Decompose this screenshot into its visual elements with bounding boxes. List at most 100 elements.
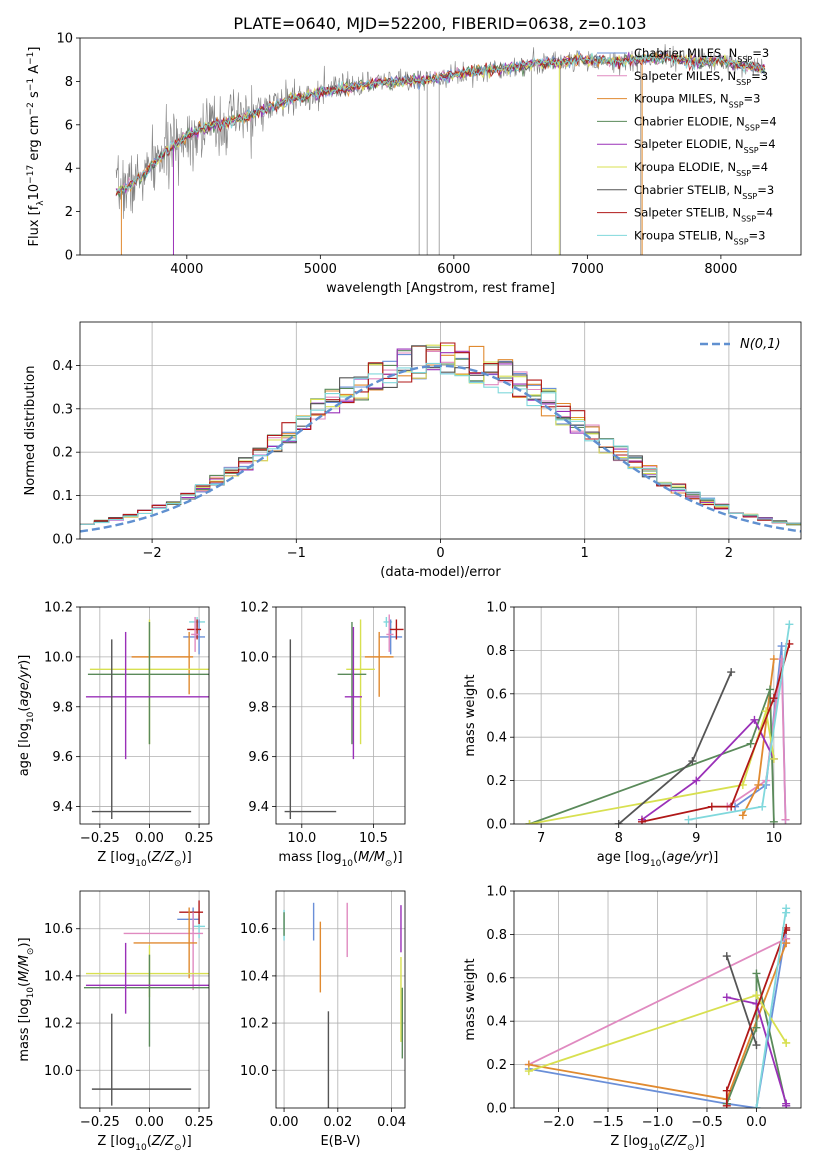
y-axis-label-part: −1 [26, 52, 36, 65]
plus-marker [752, 1041, 761, 1050]
histogram-step-line [80, 342, 801, 525]
x-axis-label: Z [log10(Z/Z⊙)] [610, 1134, 704, 1153]
x-axis-label-part: wavelength [Angstrom, rest frame] [326, 281, 555, 296]
x-tick-label: 8000 [704, 262, 737, 277]
x-tick-label: 0.02 [323, 1115, 352, 1130]
x-tick-label: 8 [615, 831, 623, 846]
x-axis-label-part: ⊙ [174, 859, 182, 869]
y-tick-label: 0.6 [486, 687, 507, 702]
y-tick-label: 10.2 [240, 1017, 269, 1032]
x-tick-label: 0.04 [377, 1115, 406, 1130]
y-axis-label: mass weight [463, 958, 478, 1040]
y-tick-label: 10.4 [240, 969, 269, 984]
plus-marker [752, 1023, 761, 1032]
legend-label: Kroupa ELODIE, NSSP=4 [634, 160, 768, 178]
y-tick-label: 10 [56, 32, 73, 47]
plus-marker [781, 815, 790, 824]
x-tick-label: 0.00 [135, 831, 164, 846]
legend-label: Chabrier MILES, NSSP=3 [634, 46, 769, 64]
y-axis-label: age [log10(age/yr)] [17, 655, 36, 777]
mass-weight-vs-age-plot-area [525, 620, 794, 824]
plus-marker [722, 1101, 731, 1108]
y-tick-label: 0 [65, 249, 73, 264]
legend-label: Chabrier ELODIE, NSSP=4 [634, 114, 777, 131]
plus-marker [782, 908, 791, 917]
plus-marker [727, 668, 736, 677]
plus-marker [692, 776, 701, 785]
plus-marker [688, 757, 697, 766]
x-axis-label: (data-model)/error [380, 565, 501, 580]
x-axis-label-part: ⊙ [385, 859, 393, 869]
plus-marker [752, 991, 761, 1000]
x-tick-label: 0 [436, 546, 444, 561]
legend-sub: SSP [745, 123, 760, 132]
legend-sub: SSP [742, 191, 757, 200]
y-axis-label-part: ( [17, 707, 32, 712]
legend-text: Chabrier ELODIE, N [634, 114, 745, 128]
legend-text: Chabrier STELIB, N [634, 183, 742, 197]
x-axis-label-part: 10 [342, 859, 354, 869]
y-tick-label: 0.4 [52, 359, 73, 374]
y-axis-label-part: 10 [26, 987, 36, 999]
y-tick-label: 9.8 [52, 700, 73, 715]
x-axis-label-part: )] [708, 850, 718, 865]
y-tick-label: 10.0 [44, 650, 73, 665]
x-axis-label-part: )] [392, 850, 402, 865]
plus-marker [525, 820, 534, 824]
x-axis-label-part: 10 [648, 1143, 660, 1153]
x-axis-label-part: Z/Z [151, 850, 175, 865]
legend-text: Salpeter ELODIE, N [634, 137, 744, 151]
x-tick-label: 10 [766, 831, 783, 846]
y-tick-label: 0.4 [486, 731, 507, 746]
age-vs-Z-plot-area [85, 616, 209, 820]
plus-marker [722, 993, 731, 1002]
legend-sub: SSP [736, 77, 751, 86]
plus-marker [785, 620, 794, 629]
x-axis-label-part: ( [661, 850, 666, 865]
x-tick-label: 2 [725, 546, 733, 561]
y-tick-label: 0.2 [486, 1058, 507, 1073]
legend-count: =3 [744, 92, 761, 106]
mass-weight-vs-Z-plot-area [524, 904, 791, 1108]
plus-marker [782, 1101, 791, 1108]
plus-marker [777, 642, 786, 651]
spectrum-axes: 4000 5000 6000 7000 8000 0 2 4 6 8 10 Chabrier MILE… [26, 32, 802, 296]
mass-weight-vs-Z-axes: −2.0 −1.5 −1.0 −0.5 0.0 0.0 0.2 0.4 0.6 0.8 1.0 Z [… [463, 885, 802, 1153]
x-axis-label-part: ( [353, 850, 358, 865]
x-axis-label-part: Z [log [97, 850, 135, 865]
legend-label: Salpeter STELIB, NSSP=4 [634, 206, 773, 224]
y-tick-label: 0.2 [52, 446, 73, 461]
x-tick-label: 0.25 [185, 1115, 214, 1130]
plus-marker [752, 1104, 761, 1108]
y-axis-label-part: mass weight [463, 958, 478, 1040]
x-axis-label-part: ( [147, 850, 152, 865]
axes-frame [79, 37, 802, 256]
y-tick-label: 10.2 [44, 601, 73, 616]
mass-weight-line [618, 671, 733, 824]
y-axis-label-part: ⊙ [26, 948, 36, 956]
legend-text: Kroupa ELODIE, N [634, 160, 736, 174]
plus-marker [769, 817, 778, 824]
legend-text: Kroupa STELIB, N [634, 228, 734, 242]
x-axis-label-part: M/M [358, 850, 385, 865]
y-axis-label-part: −17 [26, 165, 36, 184]
mass-vs-EBV-axes: 0.00 0.02 0.04 10.0 10.2 10.4 10.6 E(B-V) [240, 890, 406, 1149]
y-axis-label-part: 10 [26, 711, 36, 723]
axes-frame [275, 606, 406, 825]
plus-marker [769, 655, 778, 664]
y-axis-label-part: Flux [f [27, 205, 42, 246]
y-tick-label: 0.0 [52, 533, 73, 548]
y-axis-label-part: 10 [27, 184, 42, 201]
x-tick-label: 7000 [571, 262, 604, 277]
x-axis-label-part: ⊙ [687, 1143, 695, 1153]
legend-count: =3 [751, 69, 768, 83]
y-axis-label-part: M/M [17, 955, 32, 982]
y-tick-label: 0.6 [486, 971, 507, 986]
x-axis-label: age [log10(age/yr)] [597, 850, 719, 869]
x-axis-label-part: (data-model)/error [380, 565, 501, 580]
y-tick-label: 9.4 [52, 800, 73, 815]
y-tick-label: 0.8 [486, 928, 507, 943]
x-axis-label-part: ( [147, 1134, 152, 1149]
